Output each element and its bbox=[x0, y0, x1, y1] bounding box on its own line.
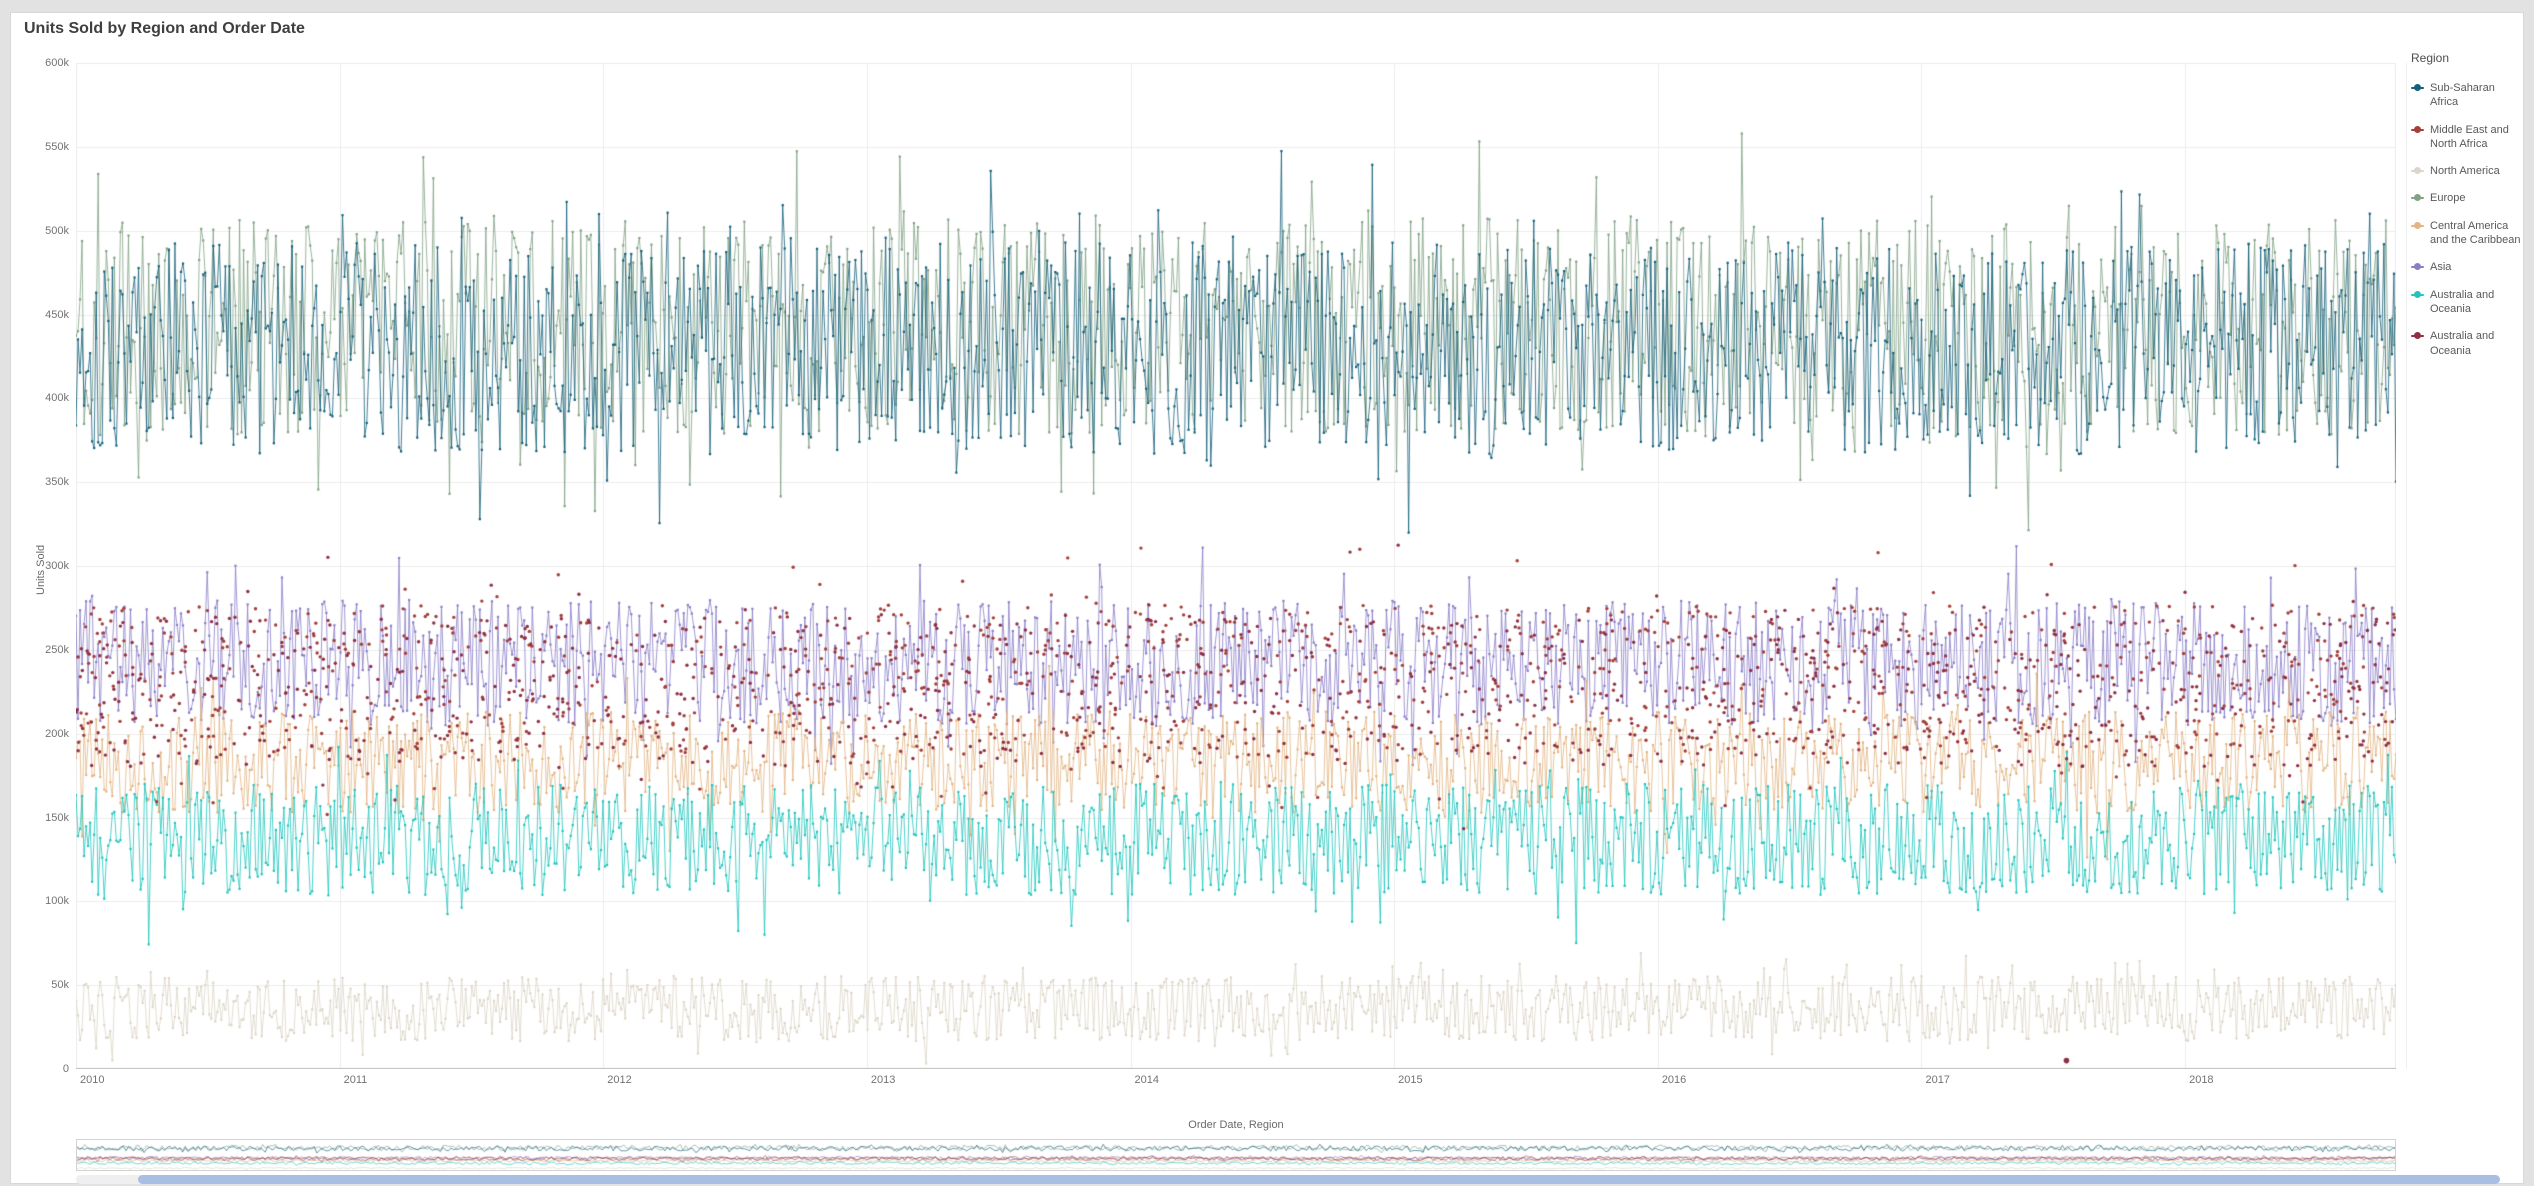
legend-marker-icon bbox=[2411, 125, 2424, 135]
legend-item[interactable]: Middle East and North Africa bbox=[2411, 123, 2523, 152]
y-tick-label: 450k bbox=[45, 308, 69, 321]
legend-marker-icon bbox=[2411, 331, 2424, 341]
x-tick-label: 2013 bbox=[870, 1074, 896, 1086]
x-tick-label: 2011 bbox=[343, 1074, 368, 1086]
legend-item-label: Europe bbox=[2430, 192, 2466, 205]
legend-marker-icon bbox=[2411, 262, 2424, 272]
legend-item-label: Middle East and North Africa bbox=[2430, 123, 2509, 150]
legend-marker-icon bbox=[2411, 221, 2424, 231]
y-tick-label: 100k bbox=[45, 895, 69, 908]
legend-marker-icon bbox=[2411, 166, 2424, 176]
legend-marker-icon bbox=[2411, 193, 2424, 203]
x-tick-label: 2010 bbox=[80, 1074, 105, 1086]
legend-item[interactable]: Australia and Oceania bbox=[2411, 288, 2523, 317]
y-tick-label: 600k bbox=[45, 57, 69, 69]
legend-marker-icon bbox=[2411, 290, 2424, 300]
legend-title: Region bbox=[2411, 51, 2450, 65]
legend-item-label: Sub-Saharan Africa bbox=[2430, 82, 2495, 109]
y-tick-label: 400k bbox=[45, 392, 69, 405]
x-tick-label: 2012 bbox=[607, 1074, 632, 1086]
legend-item-label: Australia and Oceania bbox=[2430, 288, 2495, 315]
navigator-canvas[interactable] bbox=[77, 1140, 2395, 1170]
y-tick-label: 200k bbox=[45, 727, 69, 740]
legend: Region Sub-Saharan Africa Middle East and… bbox=[2411, 51, 2523, 371]
y-tick-label: 500k bbox=[45, 224, 69, 237]
y-tick-label: 350k bbox=[45, 476, 69, 489]
legend-item[interactable]: Europe bbox=[2411, 191, 2523, 205]
x-tick-label: 2014 bbox=[1134, 1074, 1160, 1086]
plot-area[interactable] bbox=[76, 63, 2396, 1069]
y-tick-label: 250k bbox=[45, 643, 69, 656]
chart-title: Units Sold by Region and Order Date bbox=[24, 20, 305, 37]
legend-divider bbox=[2406, 63, 2407, 1069]
legend-item[interactable]: Asia bbox=[2411, 260, 2523, 274]
y-tick-label: 550k bbox=[45, 140, 69, 153]
x-axis-title: Order Date, Region bbox=[1188, 1119, 1284, 1131]
y-tick-label: 300k bbox=[45, 560, 69, 572]
x-tick-label: 2017 bbox=[1925, 1074, 1950, 1086]
scrollbar-thumb[interactable] bbox=[138, 1175, 2500, 1184]
legend-items: Sub-Saharan Africa Middle East and North … bbox=[2411, 81, 2523, 358]
legend-item-label: Central America and the Caribbean bbox=[2430, 219, 2521, 247]
legend-item[interactable]: Central America and the Caribbean bbox=[2411, 219, 2523, 248]
x-tick-label: 2016 bbox=[1661, 1074, 1687, 1086]
main-chart-canvas[interactable] bbox=[76, 63, 2396, 1069]
scrollbar-track[interactable] bbox=[76, 1175, 2500, 1184]
legend-item[interactable]: North America bbox=[2411, 164, 2523, 178]
legend-item-label: North America bbox=[2430, 165, 2500, 178]
x-tick-label: 2018 bbox=[2189, 1074, 2214, 1086]
y-tick-label: 50k bbox=[51, 979, 69, 992]
legend-marker-icon bbox=[2411, 83, 2424, 93]
legend-item-label: Asia bbox=[2430, 261, 2452, 274]
y-tick-label: 0 bbox=[62, 1063, 69, 1075]
chart-card: Units Sold by Region and Order Date Unit… bbox=[10, 12, 2524, 1184]
legend-item[interactable]: Australia and Oceania bbox=[2411, 329, 2523, 358]
x-tick-label: 2015 bbox=[1398, 1074, 1423, 1086]
y-tick-label: 150k bbox=[45, 811, 69, 824]
navigator[interactable] bbox=[76, 1139, 2396, 1171]
legend-item[interactable]: Sub-Saharan Africa bbox=[2411, 81, 2523, 110]
legend-item-label: Australia and Oceania bbox=[2430, 330, 2495, 357]
